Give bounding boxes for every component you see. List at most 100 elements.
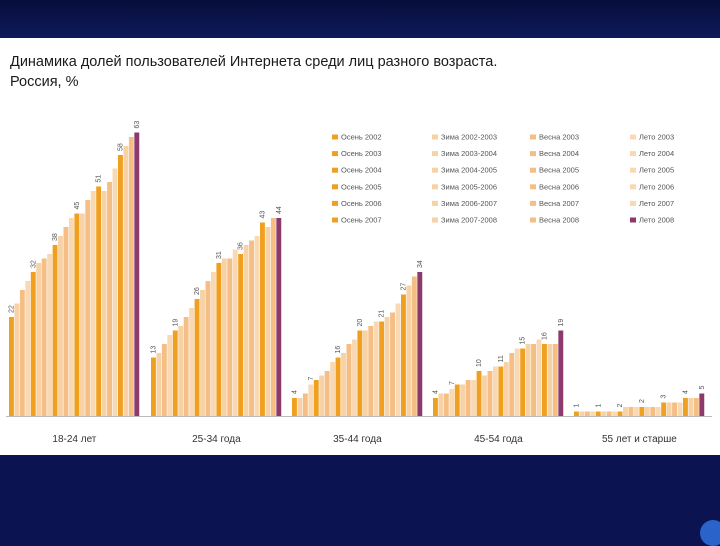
- bar: [232, 249, 238, 416]
- data-label: 19: [558, 319, 565, 327]
- bar: [41, 258, 47, 416]
- bar: [308, 384, 314, 416]
- data-label: 10: [476, 359, 483, 367]
- bar: [151, 357, 156, 416]
- bar: [276, 218, 282, 416]
- bar: [449, 389, 455, 416]
- bar: [52, 245, 58, 416]
- bar: [590, 411, 596, 416]
- bar: [194, 299, 200, 416]
- data-label: 11: [498, 355, 505, 362]
- bar: [128, 137, 134, 416]
- category-label: 25-34 года: [192, 434, 241, 445]
- data-label: 36: [238, 242, 245, 250]
- legend-swatch: [332, 184, 338, 190]
- bar: [672, 402, 677, 416]
- data-label: 4: [432, 390, 439, 394]
- legend-label: Осень 2005: [341, 182, 382, 191]
- bar: [677, 402, 683, 416]
- data-label: 34: [417, 260, 424, 268]
- data-label: 16: [541, 332, 548, 340]
- bar: [330, 362, 336, 416]
- data-label: 7: [449, 381, 456, 385]
- bar: [96, 186, 102, 416]
- data-label: 58: [117, 143, 124, 151]
- legend-label: Лето 2006: [639, 182, 674, 191]
- bar: [161, 344, 167, 416]
- bar: [346, 344, 352, 416]
- legend-label: Лето 2008: [639, 216, 674, 225]
- bar: [644, 407, 650, 416]
- bar: [19, 290, 25, 416]
- bar: [443, 393, 449, 416]
- bar: [509, 353, 515, 416]
- legend-label: Весна 2003: [539, 133, 579, 142]
- bar: [123, 146, 129, 416]
- bar: [482, 375, 487, 416]
- bar: [30, 272, 36, 416]
- chart-panel: Динамика долей пользователей Интернета с…: [0, 38, 720, 455]
- bar: [492, 366, 498, 416]
- legend-label: Весна 2007: [539, 199, 579, 208]
- legend-swatch: [432, 184, 438, 190]
- legend-label: Осень 2003: [341, 149, 382, 158]
- legend-label: Лето 2005: [639, 166, 674, 175]
- bar: [9, 317, 14, 416]
- bar: [134, 132, 140, 416]
- data-label: 27: [400, 283, 407, 291]
- bar: [221, 258, 227, 416]
- bar: [270, 218, 276, 416]
- data-label: 51: [96, 175, 103, 183]
- bar: [90, 191, 96, 416]
- bar: [85, 200, 91, 416]
- bar: [79, 213, 85, 416]
- bar: [189, 308, 195, 416]
- legend-label: Зима 2003-2004: [441, 149, 497, 158]
- data-label: 19: [172, 319, 179, 327]
- bar: [178, 326, 184, 416]
- bar: [210, 272, 216, 416]
- legend-label: Весна 2008: [539, 216, 579, 225]
- bar: [379, 321, 385, 416]
- legend-label: Зима 2006-2007: [441, 199, 497, 208]
- legend-swatch: [332, 167, 338, 173]
- legend-swatch: [432, 134, 438, 140]
- bar: [612, 411, 618, 416]
- bar: [438, 393, 444, 416]
- legend-label: Осень 2002: [341, 133, 382, 142]
- bar: [47, 254, 53, 416]
- bar: [107, 182, 112, 416]
- bar: [68, 218, 74, 416]
- legend-label: Осень 2007: [341, 216, 382, 225]
- bar: [476, 371, 482, 416]
- bar: [362, 330, 368, 416]
- bar: [487, 371, 493, 416]
- bar: [639, 407, 645, 416]
- data-label: 32: [30, 260, 37, 268]
- bar: [265, 227, 271, 416]
- legend-label: Лето 2004: [639, 149, 674, 158]
- legend-label: Весна 2006: [539, 182, 579, 191]
- legend-swatch: [332, 151, 338, 157]
- chart-title-line1: Динамика долей пользователей Интернета с…: [10, 54, 498, 70]
- bar: [335, 357, 341, 416]
- bar: [58, 236, 63, 416]
- legend-swatch: [432, 200, 438, 206]
- bar: [666, 402, 672, 416]
- data-label: 2: [639, 399, 646, 403]
- legend-swatch: [530, 134, 536, 140]
- bar: [688, 398, 694, 416]
- data-label: 38: [52, 233, 59, 241]
- bar: [238, 254, 244, 416]
- bar: [498, 366, 504, 416]
- category-label: 45-54 года: [474, 434, 523, 445]
- legend-swatch: [630, 167, 636, 173]
- bar: [216, 263, 222, 416]
- bar: [650, 407, 656, 416]
- legend-swatch: [530, 167, 536, 173]
- bar: [292, 398, 297, 416]
- slide-top-band: [0, 0, 720, 38]
- bar: [297, 398, 303, 416]
- bar: [531, 344, 536, 416]
- chart-title: Динамика долей пользователей Интернета с…: [10, 52, 630, 92]
